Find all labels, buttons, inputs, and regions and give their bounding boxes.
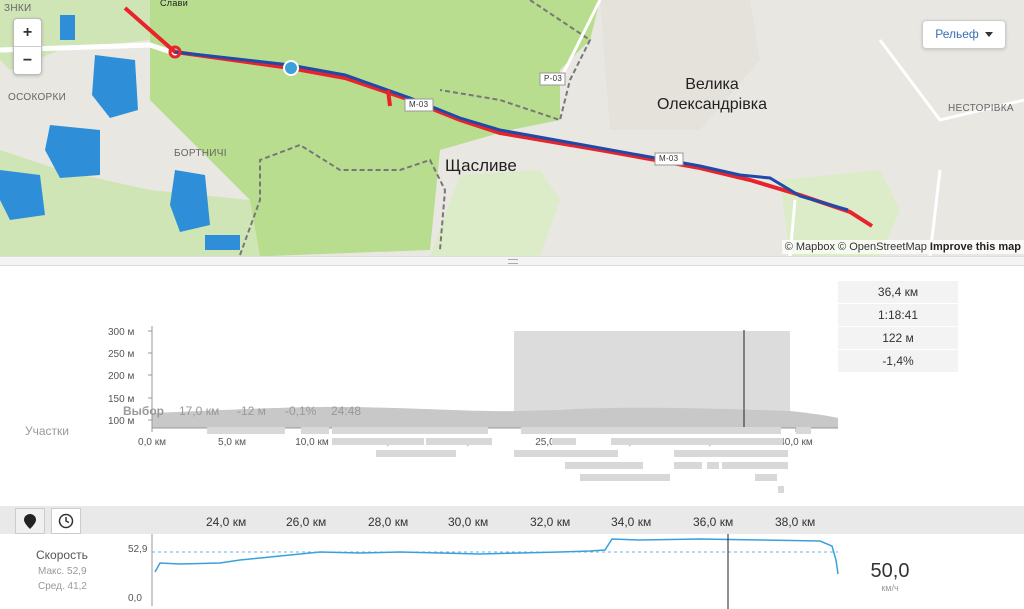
map-canvas[interactable]: [0, 0, 1024, 256]
stat-grade: -1,4%: [838, 350, 958, 373]
selection-stats: 36,4 км 1:18:41 122 м -1,4%: [838, 281, 958, 373]
road-badge-r03: Р-03: [544, 74, 563, 83]
speed-x-tick: 26,0 км: [286, 515, 327, 529]
road-badge-m2: М-03: [659, 154, 679, 163]
segment-bar[interactable]: [755, 474, 777, 481]
elevation-x-tick: 5,0 км: [218, 437, 246, 448]
segment-bar[interactable]: [707, 462, 719, 469]
speed-x-tick: 24,0 км: [206, 515, 247, 529]
attribution-text: © Mapbox © OpenStreetMap: [784, 241, 927, 253]
segment-bar[interactable]: [332, 427, 488, 434]
speed-title: Скорость: [36, 548, 88, 562]
elevation-y-tick: 150 м: [108, 394, 134, 405]
selection-time: 24:48: [331, 404, 362, 418]
speed-line: [154, 538, 839, 575]
speed-avg: Сред. 41,2: [38, 581, 87, 592]
speed-x-tick: 38,0 км: [775, 515, 816, 529]
road-badge-m1: М-03: [409, 100, 429, 109]
improve-map-link[interactable]: Improve this map: [929, 241, 1021, 253]
segment-bar[interactable]: [611, 438, 783, 445]
location-pin-button[interactable]: [15, 508, 45, 534]
elevation-y-tick: 250 м: [108, 349, 134, 360]
speed-x-tick: 36,0 км: [693, 515, 734, 529]
map-label-slavi: Слави: [160, 0, 189, 8]
grip-icon: [508, 259, 518, 264]
segment-bar[interactable]: [376, 450, 456, 457]
layer-dropdown[interactable]: Рельеф: [922, 20, 1006, 49]
segment-bar[interactable]: [426, 438, 492, 445]
town-velyka-oleksandrivka: Велика Олександрівка: [652, 75, 772, 115]
zoom-control: + −: [13, 18, 42, 75]
segment-bar[interactable]: [521, 427, 781, 434]
elevation-x-tick: 0,0 км: [138, 437, 166, 448]
map-label-nestorivka: НЕСТОРІВКА: [948, 103, 1014, 114]
elevation-x-tick: 40,0 км: [779, 437, 813, 448]
segment-bar[interactable]: [778, 486, 784, 493]
speed-x-tick: 28,0 км: [368, 515, 409, 529]
current-speed-value: 50,0: [870, 560, 910, 582]
speed-x-tick: 34,0 км: [611, 515, 652, 529]
segment-bar[interactable]: [301, 427, 329, 434]
stat-elevation: 122 м: [838, 327, 958, 350]
selection-grade: -0,1%: [285, 404, 317, 418]
stat-duration: 1:18:41: [838, 304, 958, 327]
zoom-out-button[interactable]: −: [22, 52, 33, 69]
segment-bar[interactable]: [565, 462, 643, 469]
map-label: ЗНКИ: [4, 3, 32, 14]
segment-bar[interactable]: [552, 438, 576, 445]
map-label-osokorky: ОСОКОРКИ: [8, 92, 67, 103]
speed-chart[interactable]: 52,9 0,0: [0, 534, 1024, 609]
segment-bar[interactable]: [514, 450, 618, 457]
selection-label: Выбор: [123, 404, 164, 418]
segment-bar[interactable]: [722, 462, 788, 469]
speed-x-tick: 30,0 км: [448, 515, 489, 529]
segment-bar[interactable]: [796, 427, 811, 434]
time-axis-button[interactable]: [51, 508, 81, 534]
speed-max: Макс. 52,9: [38, 566, 87, 577]
segment-bar[interactable]: [580, 474, 670, 481]
elevation-y-tick: 100 м: [108, 416, 134, 427]
elevation-y-tick: 200 м: [108, 371, 134, 382]
current-speed-unit: км/ч: [881, 583, 899, 593]
town-shchaslyve: Щасливе: [445, 156, 517, 175]
map-attribution: © Mapbox © OpenStreetMap Improve this ma…: [781, 240, 1024, 254]
selection-elevation: -12 м: [237, 404, 266, 418]
selection-distance: 17,0 км: [179, 404, 220, 418]
map-pin-icon: [24, 513, 36, 529]
town-name-line2: Олександрівка: [657, 96, 767, 113]
segment-bar[interactable]: [674, 462, 702, 469]
segment-bar[interactable]: [207, 427, 285, 434]
speed-y-max: 52,9: [128, 544, 148, 555]
elevation-x-tick: 10,0 км: [295, 437, 329, 448]
position-marker: [283, 60, 299, 76]
layer-dropdown-label: Рельеф: [935, 27, 979, 41]
segment-bar[interactable]: [332, 438, 424, 445]
speed-x-tick: 32,0 км: [530, 515, 571, 529]
stat-distance: 36,4 км: [838, 281, 958, 304]
speed-axis-bar: [0, 506, 1024, 534]
town-name-line1: Велика: [685, 76, 739, 93]
chevron-down-icon: [984, 32, 993, 38]
map-label-bortnychi: БОРТНИЧІ: [174, 148, 227, 159]
speed-y-min: 0,0: [128, 593, 142, 604]
resize-handle[interactable]: [0, 256, 1024, 266]
clock-icon: [58, 513, 74, 529]
elevation-y-tick: 300 м: [108, 327, 134, 338]
route-map[interactable]: ЗНКИ ОСОКОРКИ БОРТНИЧІ НЕСТОРІВКА Слави …: [0, 0, 1024, 256]
segments-label: Участки: [25, 424, 69, 438]
segment-bar[interactable]: [674, 450, 788, 457]
zoom-in-button[interactable]: +: [14, 19, 41, 47]
